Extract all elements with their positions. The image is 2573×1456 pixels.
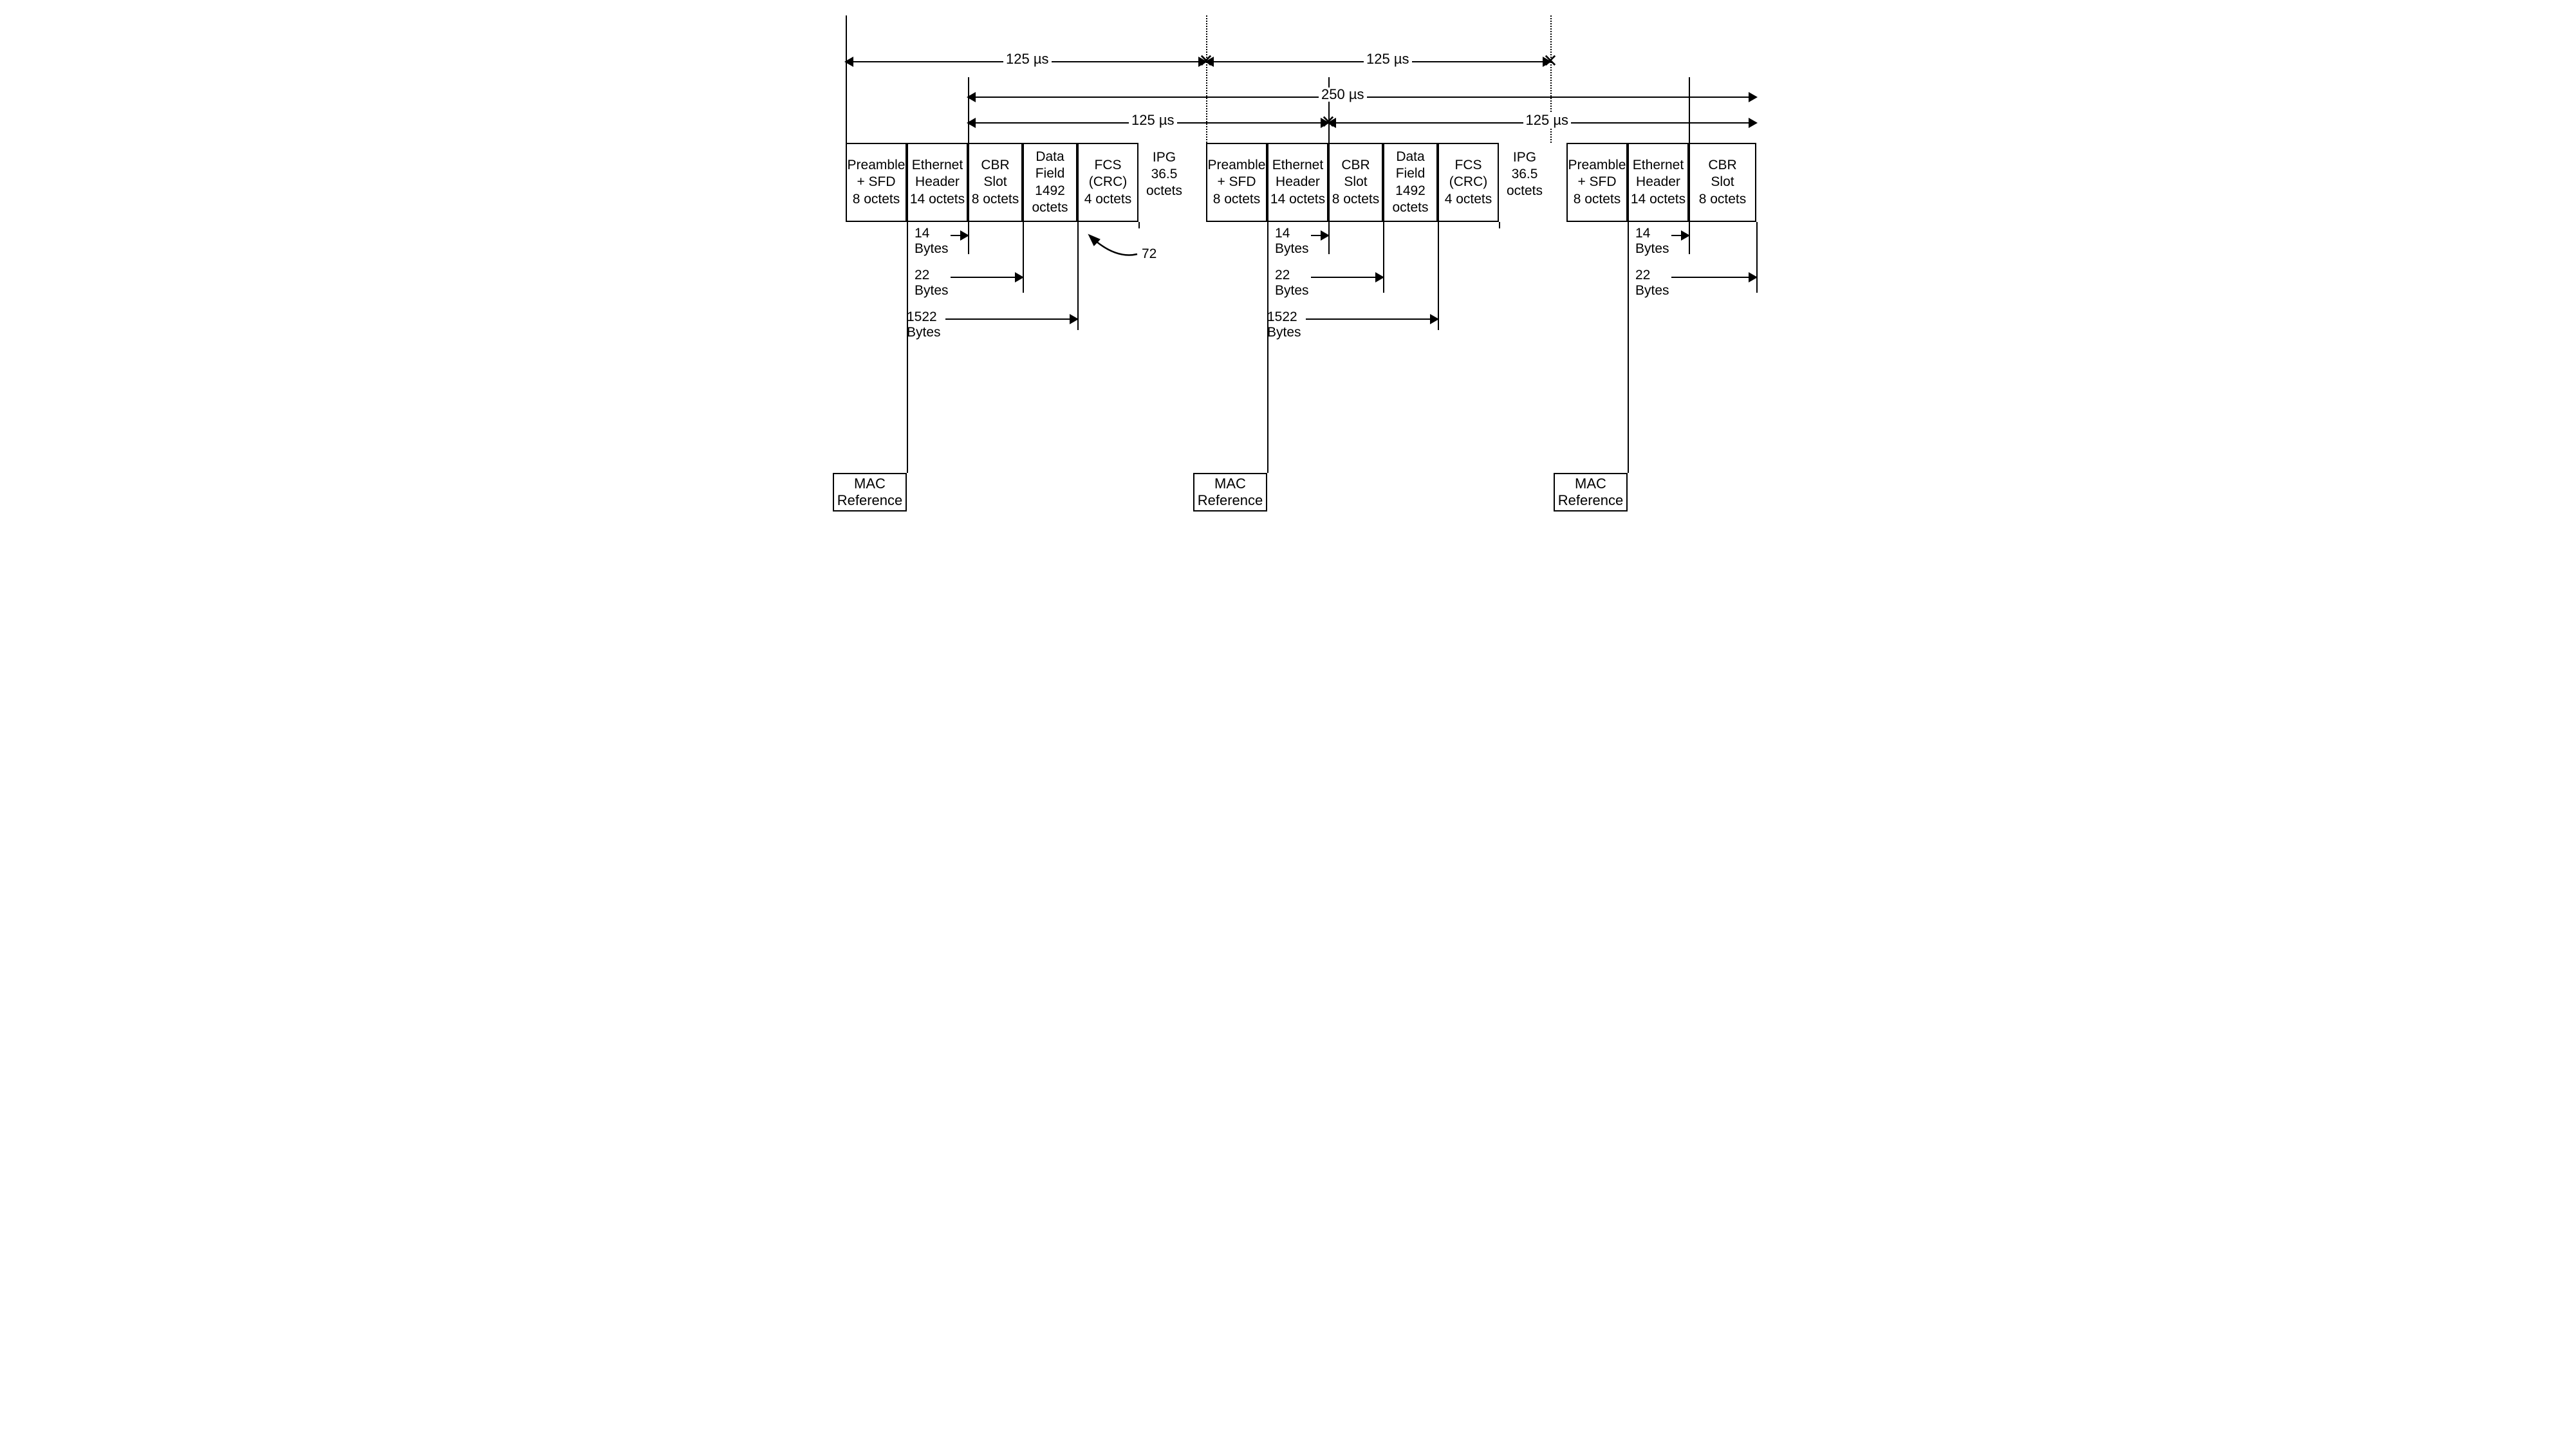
field-data: DataField1492octets [1383, 143, 1438, 222]
field-eth: EthernetHeader14 octets [1267, 143, 1328, 222]
field-fcs: FCS(CRC)4 octets [1438, 143, 1499, 222]
field-eth: EthernetHeader14 octets [1628, 143, 1689, 222]
dim-cross: ✕ [1198, 52, 1213, 70]
label-125-tl: 125 µs [1003, 52, 1052, 66]
ann-1522-bytes: 1522Bytes [1267, 309, 1312, 340]
field-cbr: CBRSlot8 octets [968, 143, 1023, 222]
ann-22-bytes: 22Bytes [1635, 268, 1674, 299]
mac-reference-box: MACReference [1554, 473, 1628, 511]
dim-cross: ✕ [1543, 52, 1557, 70]
ann-14-bytes: 14Bytes [915, 226, 953, 257]
mac-reference-box: MACReference [833, 473, 907, 511]
ann-14-bytes: 14Bytes [1635, 226, 1674, 257]
field-preamble: Preamble+ SFD8 octets [1206, 143, 1267, 222]
field-ipg: IPG36.5octets [1138, 145, 1190, 203]
ref-72-label: 72 [1142, 246, 1156, 262]
ann-14-bytes: 14Bytes [1275, 226, 1314, 257]
ann-22-bytes: 22Bytes [1275, 268, 1314, 299]
field-fcs: FCS(CRC)4 octets [1077, 143, 1138, 222]
ann-22-bytes: 22Bytes [915, 268, 953, 299]
label-125-tr: 125 µs [1364, 52, 1412, 66]
dim-cross: ✕ [1321, 113, 1335, 131]
field-data: DataField1492octets [1023, 143, 1077, 222]
field-cbr: CBRSlot8 octets [1328, 143, 1383, 222]
mac-reference-box: MACReference [1193, 473, 1267, 511]
field-preamble: Preamble+ SFD8 octets [846, 143, 907, 222]
field-cbr: CBRSlot8 octets [1689, 143, 1756, 222]
diagram-canvas: 125 µs125 µs250 µs125 µs125 µs✕✕✕Preambl… [817, 0, 1756, 531]
ann-1522-bytes: 1522Bytes [907, 309, 952, 340]
field-preamble: Preamble+ SFD8 octets [1566, 143, 1628, 222]
field-eth: EthernetHeader14 octets [907, 143, 968, 222]
field-ipg: IPG36.5octets [1499, 145, 1550, 203]
label-250: 250 µs [1319, 88, 1367, 102]
dotted-ref-line [1206, 15, 1207, 143]
